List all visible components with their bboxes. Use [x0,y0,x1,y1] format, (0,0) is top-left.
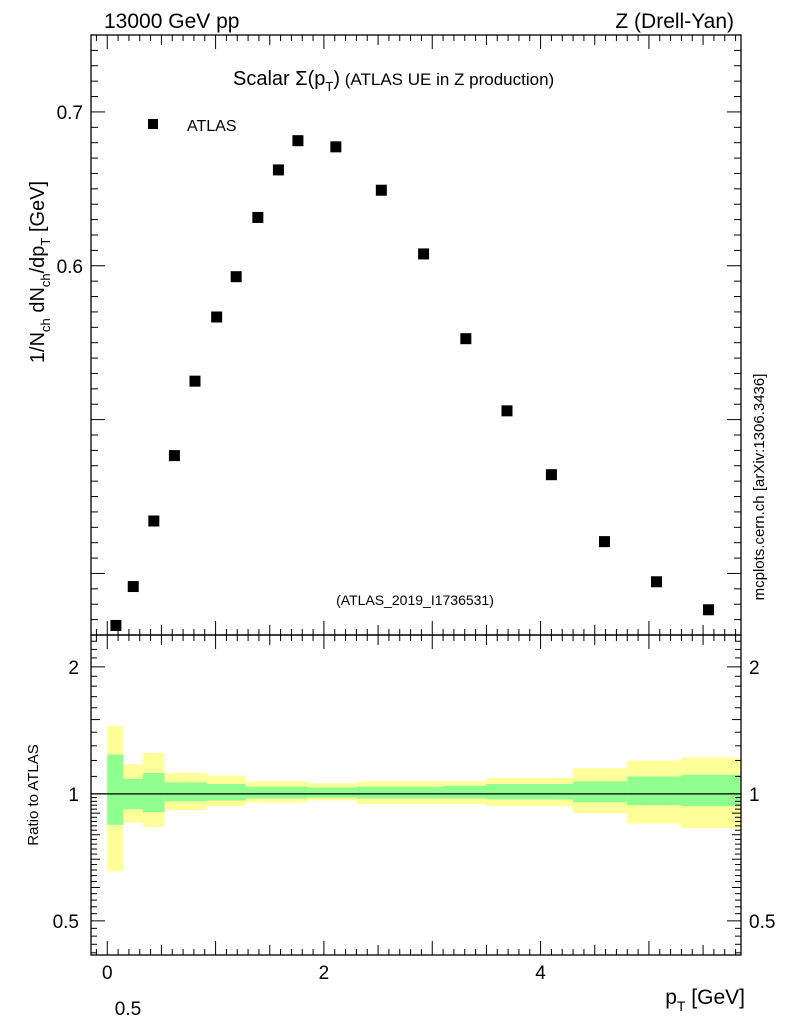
ratio-y-tick-label-left: 2 [68,658,79,679]
analysis-id: (ATLAS_2019_I1736531) [336,592,494,608]
ratio-inner-band [627,776,682,806]
data-point [230,271,242,283]
ratio-inner-band [356,786,444,799]
data-point [330,141,342,153]
ratio-inner-band [486,784,574,800]
ratio-inner-band [245,786,308,799]
data-point [292,135,304,147]
data-point [545,469,557,481]
data-point [189,375,201,387]
ratio-y-tick-label-left: 1 [68,785,79,806]
ratio-bands [107,725,741,872]
header-right: Z (Drell-Yan) [615,10,734,33]
legend-label: ATLAS [187,118,237,135]
header-left: 13000 GeV pp [104,10,239,33]
y-axis-label: 1/Nch dNch/dpT [GeV] [27,181,53,363]
ratio-panel: 0.5 0.5 1 1 2 2 Ratio to ATLAS [25,634,776,956]
ratio-y-tick-label-right: 2 [749,658,760,679]
x-axis-label: pT [GeV] [665,986,745,1014]
ratio-inner-band [307,787,357,798]
x-tick-label: 0 [102,963,113,984]
x-tick-label: 4 [535,963,546,984]
ratio-y-tick-label-right: 1 [749,785,760,806]
ratio-inner-band [107,754,124,825]
data-point [148,515,160,527]
main-panel: 0.6 0.7 Scalar Σ(pT) (ATLAS UE in Z produ… [27,34,742,636]
ratio-y-tick-label-right: 0.5 [749,912,775,933]
stray-label: 0.5 [115,999,141,1020]
ratio-ticks [91,635,741,955]
ratio-y-tick-label-left: 0.5 [53,912,79,933]
ratio-inner-band [681,774,741,807]
data-point [272,164,284,176]
x-tick-labels: 0 2 4 [102,963,546,984]
data-point [168,450,180,462]
data-point [110,619,122,631]
data-point [651,576,662,588]
data-points [110,135,714,631]
side-label: mcplots.cern.ch [arXiv:1306.3436] [751,374,768,601]
main-y-tick-labels: 0.6 0.7 [57,103,83,278]
ratio-inner-band [143,773,165,813]
data-point [501,405,513,417]
ratio-y-tick-labels: 0.5 0.5 1 1 2 2 [53,658,776,933]
ratio-frame [90,634,742,956]
ratio-inner-band [164,782,207,802]
chart-title: Scalar Σ(pT) (ATLAS UE in Z production) [233,68,554,94]
ratio-inner-band [443,785,487,799]
data-point [375,184,387,196]
data-point [127,581,139,593]
main-ticks [91,34,741,636]
data-point [599,536,610,548]
data-point [211,311,223,323]
legend-marker [148,119,158,129]
ratio-inner-band [573,781,628,803]
ratio-y-axis-label: Ratio to ATLAS [25,744,42,845]
ratio-inner-band [206,784,246,801]
x-tick-label: 2 [319,963,330,984]
data-point [418,248,430,260]
data-point [460,333,472,345]
legend: ATLAS [148,118,237,135]
y-tick-label: 0.6 [57,257,83,278]
data-point [703,604,714,616]
y-tick-label: 0.7 [57,103,83,124]
data-point [252,211,264,223]
